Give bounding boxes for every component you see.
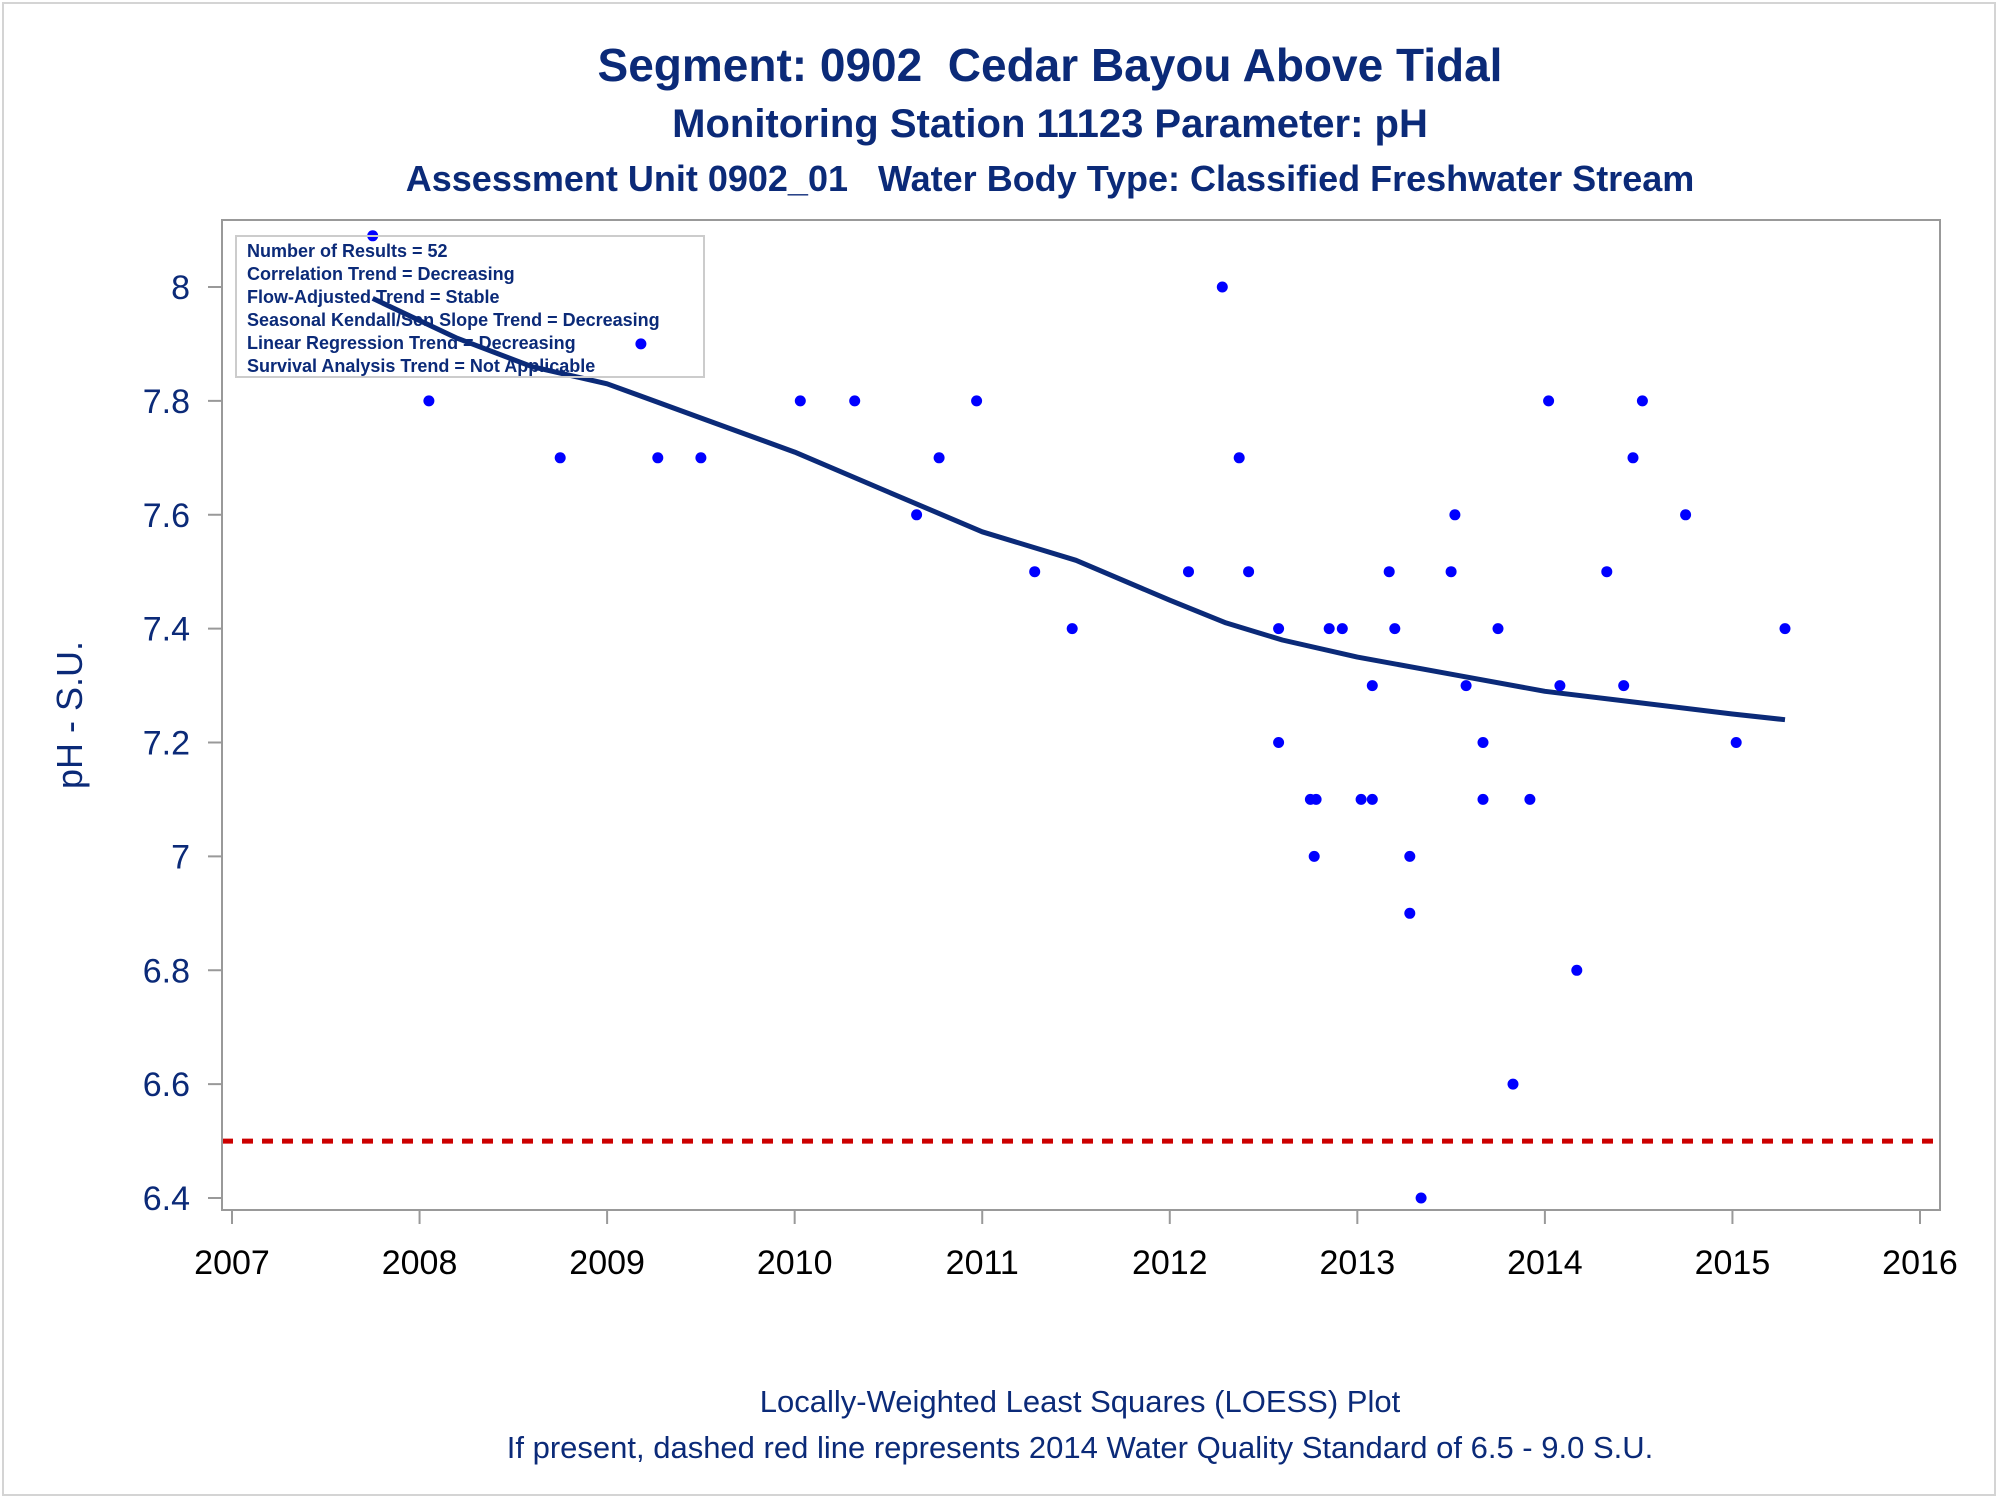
data-point (1404, 850, 1416, 862)
y-tick-label: 6.6 (143, 1066, 190, 1104)
y-tick-label: 7 (171, 838, 190, 876)
data-point (1323, 623, 1335, 635)
data-point (635, 338, 647, 350)
data-point (1571, 964, 1583, 976)
y-tick-label: 7.8 (143, 383, 190, 421)
data-point (971, 395, 983, 407)
chart-title: Segment: 0902 Cedar Bayou Above Tidal (597, 39, 1503, 91)
stats-inset-line: Linear Regression Trend = Decreasing (247, 333, 576, 353)
data-point (1404, 907, 1416, 919)
data-point (1730, 737, 1742, 748)
x-tick-label: 2009 (569, 1244, 645, 1282)
data-point (794, 395, 806, 407)
x-tick-label: 2014 (1507, 1244, 1583, 1282)
y-tick-label: 7.2 (143, 725, 190, 763)
stats-inset-line: Flow-Adjusted Trend = Stable (247, 287, 500, 307)
data-point (1524, 793, 1536, 805)
data-point (849, 395, 861, 407)
stats-inset-line: Correlation Trend = Decreasing (247, 264, 515, 284)
x-tick-label: 2007 (194, 1244, 270, 1282)
x-tick-label: 2011 (946, 1244, 1019, 1282)
data-point (1029, 566, 1041, 578)
data-point (1415, 1192, 1427, 1204)
data-point (1355, 793, 1367, 805)
data-point (1183, 566, 1194, 578)
y-tick-label: 8 (171, 269, 190, 307)
data-point (1383, 566, 1395, 578)
y-axis-label: pH - S.U. (49, 641, 90, 789)
data-point (1627, 452, 1639, 464)
y-tick-label: 7.4 (143, 611, 190, 649)
x-tick-label: 2015 (1695, 1244, 1771, 1282)
data-point (933, 452, 945, 464)
chart-subtitle-station: Monitoring Station 11123 Parameter: pH (672, 102, 1428, 146)
stats-inset-box (235, 235, 705, 378)
stats-inset-line: Seasonal Kendall/Sen Slope Trend = Decre… (247, 310, 660, 330)
stats-inset: Number of Results = 52 Correlation Trend … (235, 235, 705, 378)
data-point (1492, 623, 1504, 635)
loess-layer (371, 296, 1786, 723)
data-point (1366, 793, 1378, 805)
footer-method: Locally-Weighted Least Squares (LOESS) P… (759, 1384, 1401, 1419)
data-point (1389, 623, 1401, 635)
data-point (1601, 566, 1613, 578)
data-point (423, 395, 435, 407)
data-point (1273, 737, 1285, 748)
data-point (1273, 623, 1285, 635)
data-point (1460, 680, 1472, 692)
data-point (911, 509, 923, 521)
stats-inset-line: Survival Analysis Trend = Not Applicable (247, 356, 595, 376)
points-layer (367, 230, 1791, 1204)
data-point (1779, 623, 1791, 635)
data-point (1680, 509, 1692, 521)
data-point (695, 452, 707, 464)
x-tick-label: 2012 (1132, 1244, 1208, 1282)
data-point (1636, 395, 1648, 407)
data-point (1554, 680, 1566, 692)
data-point (554, 452, 566, 464)
y-tick-label: 6.8 (143, 952, 190, 990)
data-point (652, 452, 664, 464)
y-tick-label: 7.6 (143, 497, 190, 535)
data-point (1477, 737, 1489, 748)
data-point (1066, 623, 1078, 635)
data-point (1507, 1078, 1519, 1090)
x-tick-label: 2013 (1320, 1244, 1396, 1282)
data-point (1233, 452, 1245, 464)
stats-inset-line: Number of Results = 52 (247, 241, 448, 261)
data-point (1618, 680, 1630, 692)
data-point (1445, 566, 1457, 578)
data-point (1243, 566, 1255, 578)
x-tick-label: 2016 (1882, 1244, 1958, 1282)
data-point (1477, 793, 1489, 805)
data-point (1310, 793, 1322, 805)
chart-subtitle-assessment: Assessment Unit 0902_01 Water Body Type:… (405, 158, 1695, 199)
data-point (1336, 623, 1348, 635)
y-tick-label: 6.4 (143, 1180, 190, 1218)
x-tick-label: 2010 (757, 1244, 833, 1282)
data-point (1543, 395, 1555, 407)
loess-curve (371, 296, 1786, 723)
x-axis: 2007 2008 2009 2010 2011 2012 2013 2014 2015 2016 (194, 1209, 1958, 1282)
data-point (1308, 850, 1320, 862)
data-point (1216, 281, 1228, 293)
data-point (1366, 680, 1378, 692)
y-axis: 6.4 6.6 6.8 7 7.2 7.4 7.6 7.8 8 (143, 220, 223, 1218)
data-point (1449, 509, 1461, 521)
footer-standard-note: If present, dashed red line represents 2… (506, 1430, 1654, 1465)
x-tick-label: 2008 (382, 1244, 458, 1282)
